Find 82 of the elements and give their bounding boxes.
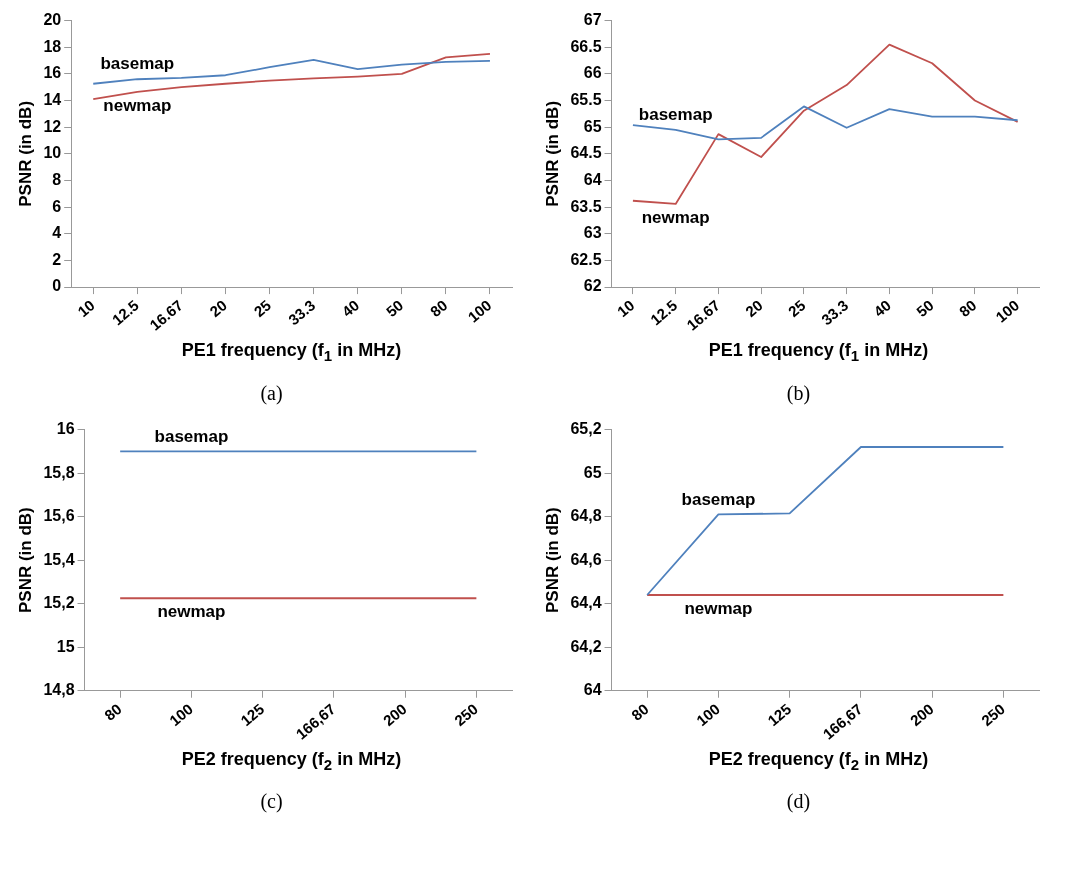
y-tick-label: 64 [583,170,602,188]
x-tick-label: 10 [73,296,98,321]
x-axis-title: PE2 frequency (f$_{2}$ in MHz) [181,748,402,773]
x-tick-label: 25 [249,296,274,321]
x-tick-label: 80 [100,699,125,724]
x-tick-label: 80 [426,296,450,321]
y-tick-label: 65 [583,117,602,135]
y-tick-label: 15,4 [42,550,75,568]
x-tick-label: 100 [692,699,723,729]
y-axis-title: PSNR (in dB) [15,100,35,207]
y-tick-label: 15 [56,637,75,655]
x-tick-label: 10 [613,296,637,321]
y-tick-label: 2 [51,250,61,268]
y-tick-label: 64,4 [569,593,602,611]
y-tick-label: 64 [583,680,602,698]
y-tick-label: 65.5 [569,90,602,108]
x-axis-title: PE1 frequency (f$_{1}$ in MHz) [181,340,402,364]
series-label: newmap [641,208,710,228]
y-axis-title: PSNR (in dB) [542,506,562,613]
y-tick-label: 12 [42,117,61,135]
x-tick-label: 200 [379,699,410,729]
y-tick-label: 64,2 [569,637,602,655]
x-tick-label: 25 [784,296,808,321]
y-tick-label: 66 [583,64,602,82]
y-tick-label: 62.5 [569,250,602,268]
y-tick-label: 63.5 [569,197,602,215]
y-axis-title: PSNR (in dB) [542,100,562,207]
series-label: newmap [683,598,752,618]
y-tick-label: 6 [51,197,61,215]
x-tick-label: 100 [991,296,1022,326]
x-tick-label: 100 [463,296,495,326]
y-tick-label: 18 [42,37,61,55]
x-tick-label: 40 [869,296,894,321]
y-tick-label: 63 [583,224,602,242]
series-label: newmap [156,602,225,622]
x-tick-label: 125 [236,699,267,729]
y-tick-label: 4 [51,224,61,242]
series-label: newmap [102,96,171,116]
x-axis-title: PE1 frequency (f$_{1}$ in MHz) [708,340,929,364]
y-tick-label: 65 [583,463,602,481]
x-tick-label: 250 [977,699,1008,729]
text: (b) [786,381,811,405]
text: (a) [260,381,283,405]
x-tick-label: 50 [912,296,937,321]
y-tick-label: 16 [42,64,61,82]
y-tick-label: 67 [583,11,602,29]
x-tick-label: 100 [165,699,196,729]
y-tick-label: 65,2 [569,419,602,437]
y-tick-label: 16 [56,419,75,437]
y-tick-label: 15,2 [42,593,75,611]
y-tick-label: 10 [42,144,61,162]
x-tick-label: 33.3 [284,296,318,329]
x-tick-label: 250 [450,699,481,729]
y-axis-title: PSNR (in dB) [15,506,35,613]
y-tick-label: 14 [42,90,61,108]
text: (c) [260,790,283,814]
y-tick-label: 14,8 [42,680,75,698]
y-tick-label: 15,8 [42,463,75,481]
y-tick-label: 64,8 [569,506,602,524]
x-tick-label: 33.3 [817,296,851,329]
x-tick-label: 40 [338,296,362,321]
y-tick-label: 15,6 [42,506,75,524]
x-tick-label: 20 [205,296,230,321]
y-tick-label: 0 [51,277,61,295]
x-tick-label: 125 [763,699,794,729]
x-tick-label: 20 [741,296,766,321]
y-tick-label: 8 [51,170,61,188]
y-tick-label: 66.5 [569,37,602,55]
x-tick-label: 200 [906,699,937,729]
series-label: basemap [638,105,713,125]
x-tick-label: 80 [627,699,652,724]
series-label: basemap [154,426,228,446]
x-tick-label: 50 [382,296,406,321]
text: (d) [786,790,811,814]
y-tick-label: 62 [583,277,602,295]
y-tick-label: 64.5 [569,144,602,162]
y-tick-label: 20 [42,11,61,29]
x-tick-label: 80 [955,296,979,321]
y-tick-label: 64,6 [569,550,602,568]
series-label: basemap [99,54,174,74]
series-label: basemap [681,489,755,509]
x-axis-title: PE2 frequency (f$_{2}$ in MHz) [708,748,929,773]
